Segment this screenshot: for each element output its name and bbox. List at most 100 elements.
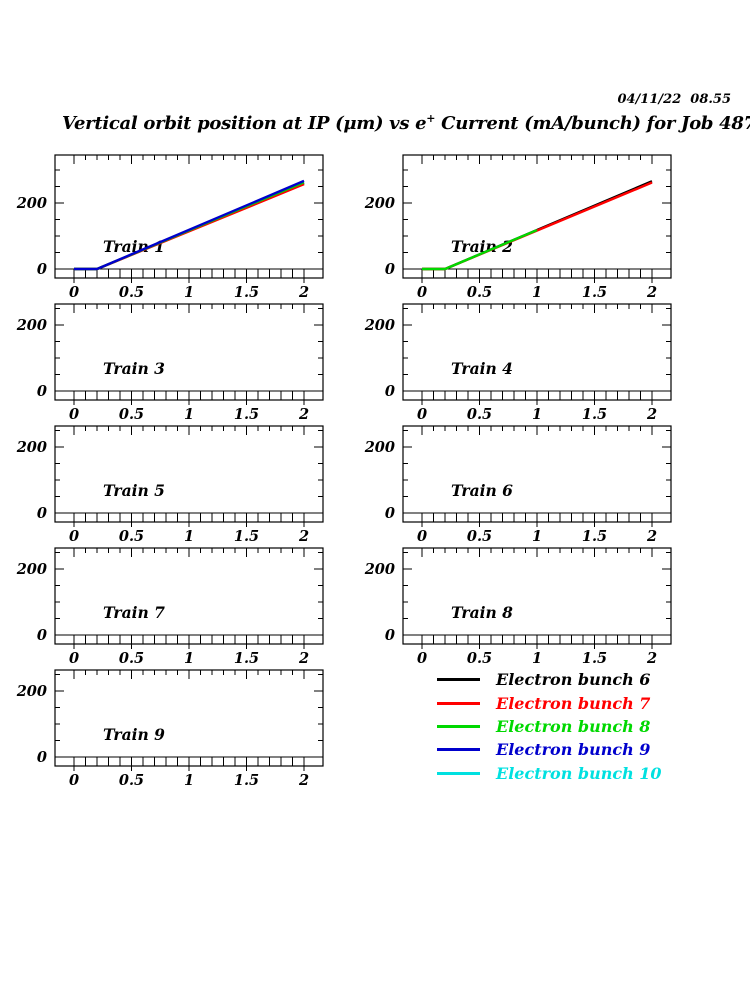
x-tick-label: 1 [184, 528, 194, 545]
x-tick-label: 1.5 [582, 406, 607, 423]
title-text-post: Current (mA/bunch) for Job 487 [435, 113, 750, 134]
panel-frame [402, 154, 672, 279]
x-tick-label: 0 [417, 528, 427, 545]
legend: Electron bunch 6 Electron bunch 7 Electron… [437, 668, 662, 785]
panel-label: Train 9 [103, 725, 165, 744]
legend-item-electron-bunch-6: Electron bunch 6 [437, 668, 662, 691]
x-tick-label: 1 [184, 772, 194, 789]
x-tick-label: 2 [646, 528, 657, 545]
panel-train-1: 0 0.5 1 1.5 2 0 200 Train 1 [16, 154, 324, 301]
legend-label: Electron bunch 9 [496, 740, 651, 760]
y-tick-label: 200 [364, 439, 395, 456]
panel-frame [54, 154, 324, 279]
y-tick-label: 0 [37, 627, 47, 644]
panel-label: Train 5 [103, 481, 165, 500]
y-tick-label: 200 [16, 439, 47, 456]
panel-train-3: 0 0.5 1 1.5 2 0 200 Train 3 [16, 303, 324, 423]
x-tick-label: 2 [646, 406, 657, 423]
panel-label: Train 8 [451, 603, 513, 622]
legend-label: Electron bunch 6 [496, 670, 651, 690]
x-tick-label: 0 [69, 406, 79, 423]
y-tick-label: 200 [16, 683, 47, 700]
x-tick-label: 0.5 [467, 650, 492, 667]
panel-frame [54, 547, 324, 645]
y-tick-label: 0 [37, 383, 47, 400]
y-tick-label: 0 [385, 383, 395, 400]
y-tick-label: 200 [16, 195, 47, 212]
y-tick-label: 200 [364, 317, 395, 334]
x-tick-label: 0.5 [467, 528, 492, 545]
x-tick-label: 0.5 [119, 650, 144, 667]
panel-frame [402, 547, 672, 645]
panel-frame [402, 425, 672, 523]
x-tick-label: 1 [532, 406, 542, 423]
y-tick-label: 200 [364, 195, 395, 212]
x-tick-label: 2 [298, 772, 309, 789]
legend-line-swatch [437, 748, 480, 752]
panel-frame [54, 425, 324, 523]
x-tick-label: 0.5 [467, 284, 492, 301]
y-tick-label: 0 [37, 749, 47, 766]
title-text-pre: Vertical orbit position at IP (μm) vs e [62, 113, 427, 134]
x-tick-label: 1 [184, 284, 194, 301]
panel-train-5: 0 0.5 1 1.5 2 0 200 Train 5 [16, 425, 324, 545]
timestamp: 04/11/22 08.55 [617, 92, 731, 107]
page-title: Vertical orbit position at IP (μm) vs e+… [62, 113, 750, 134]
x-tick-label: 1.5 [582, 650, 607, 667]
panel-frame [402, 303, 672, 401]
x-tick-label: 0.5 [119, 528, 144, 545]
panel-train-4: 0 0.5 1 1.5 2 0 200 Train 4 [364, 303, 672, 423]
x-tick-label: 2 [646, 650, 657, 667]
legend-line-swatch [437, 771, 480, 775]
x-tick-label: 1.5 [234, 406, 259, 423]
panel-label: Train 6 [451, 481, 513, 500]
x-tick-label: 1 [184, 406, 194, 423]
x-tick-label: 1.5 [582, 528, 607, 545]
legend-label: Electron bunch 10 [496, 763, 662, 783]
panel-label: Train 1 [103, 237, 165, 256]
y-tick-label: 200 [16, 317, 47, 334]
y-tick-label: 0 [37, 505, 47, 522]
x-tick-label: 1 [532, 650, 542, 667]
y-tick-label: 0 [385, 505, 395, 522]
panel-train-8: 0 0.5 1 1.5 2 0 200 Train 8 [364, 547, 672, 667]
x-tick-label: 0 [69, 650, 79, 667]
legend-label: Electron bunch 8 [496, 716, 651, 736]
panel-label: Train 3 [103, 359, 165, 378]
x-tick-label: 0 [417, 406, 427, 423]
x-tick-label: 1.5 [234, 528, 259, 545]
x-tick-label: 2 [298, 406, 309, 423]
panel-train-2: 0 0.5 1 1.5 2 0 200 Train 2 [364, 154, 672, 301]
panel-train-7: 0 0.5 1 1.5 2 0 200 Train 7 [16, 547, 324, 667]
y-tick-label: 200 [364, 561, 395, 578]
legend-label: Electron bunch 7 [496, 693, 651, 713]
x-tick-label: 0 [417, 284, 427, 301]
panel-train-9: 0 0.5 1 1.5 2 0 200 Train 9 [16, 669, 324, 789]
panel-label: Train 7 [103, 603, 165, 622]
x-tick-label: 0 [417, 650, 427, 667]
x-tick-label: 0.5 [119, 772, 144, 789]
y-tick-label: 0 [385, 627, 395, 644]
legend-item-electron-bunch-9: Electron bunch 9 [437, 738, 662, 761]
legend-line-swatch [437, 678, 480, 682]
x-tick-label: 0.5 [119, 406, 144, 423]
series-line-electron-bunch-9 [74, 179, 305, 271]
y-tick-label: 0 [37, 261, 47, 278]
x-tick-label: 1 [184, 650, 194, 667]
x-tick-label: 0.5 [467, 406, 492, 423]
x-tick-label: 1.5 [234, 284, 259, 301]
x-tick-label: 2 [646, 284, 657, 301]
x-tick-label: 1.5 [582, 284, 607, 301]
title-superscript: + [426, 112, 436, 125]
legend-line-swatch [437, 701, 480, 705]
y-tick-label: 200 [16, 561, 47, 578]
panel-label: Train 2 [451, 237, 513, 256]
panel-label: Train 4 [451, 359, 513, 378]
legend-line-swatch [437, 724, 480, 728]
series-line-electron-bunch-8 [422, 228, 538, 271]
legend-item-electron-bunch-10: Electron bunch 10 [437, 762, 662, 785]
x-tick-label: 1 [532, 528, 542, 545]
legend-item-electron-bunch-8: Electron bunch 8 [437, 715, 662, 738]
